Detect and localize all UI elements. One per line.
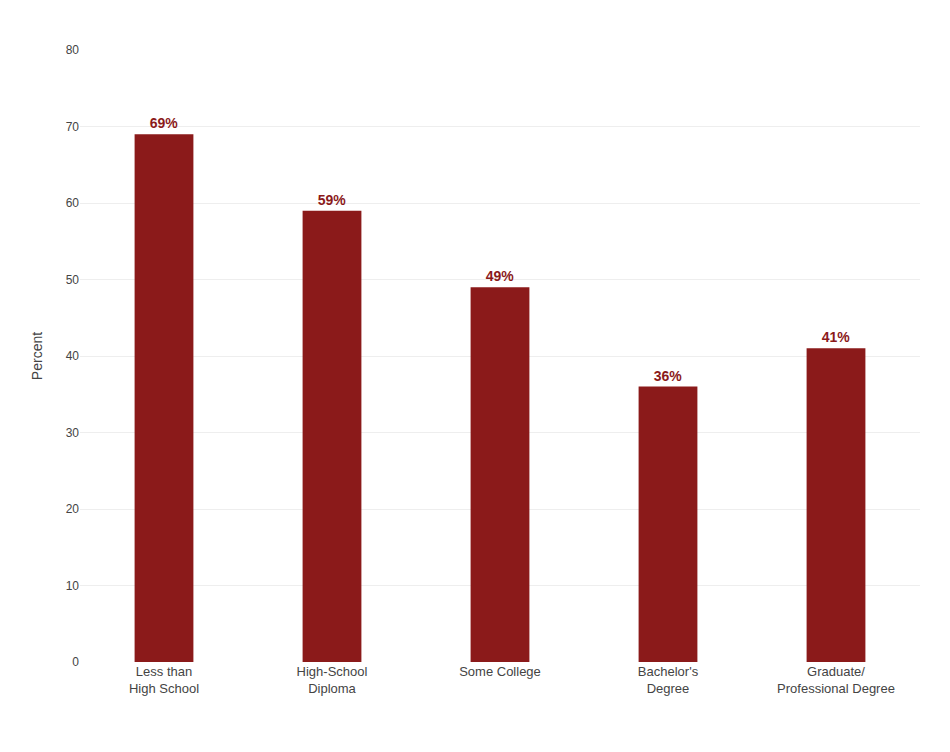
svg-text:50: 50: [66, 273, 80, 287]
svg-text:60: 60: [66, 196, 80, 210]
svg-text:80: 80: [66, 43, 80, 57]
svg-text:49%: 49%: [486, 268, 515, 284]
svg-text:High-SchoolDiploma: High-SchoolDiploma: [297, 664, 368, 696]
svg-text:69%: 69%: [150, 115, 179, 131]
svg-text:0: 0: [72, 655, 79, 669]
svg-text:70: 70: [66, 120, 80, 134]
svg-text:Some College: Some College: [459, 664, 541, 679]
svg-text:59%: 59%: [318, 192, 347, 208]
svg-text:Percent: Percent: [29, 332, 45, 380]
svg-text:10: 10: [66, 579, 80, 593]
svg-text:40: 40: [66, 349, 80, 363]
svg-text:Graduate/Professional Degree: Graduate/Professional Degree: [777, 664, 895, 696]
svg-text:Less thanHigh School: Less thanHigh School: [129, 664, 199, 696]
svg-text:36%: 36%: [654, 368, 683, 384]
svg-text:41%: 41%: [822, 329, 851, 345]
svg-text:20: 20: [66, 502, 80, 516]
svg-text:30: 30: [66, 426, 80, 440]
svg-text:Bachelor'sDegree: Bachelor'sDegree: [638, 664, 699, 696]
